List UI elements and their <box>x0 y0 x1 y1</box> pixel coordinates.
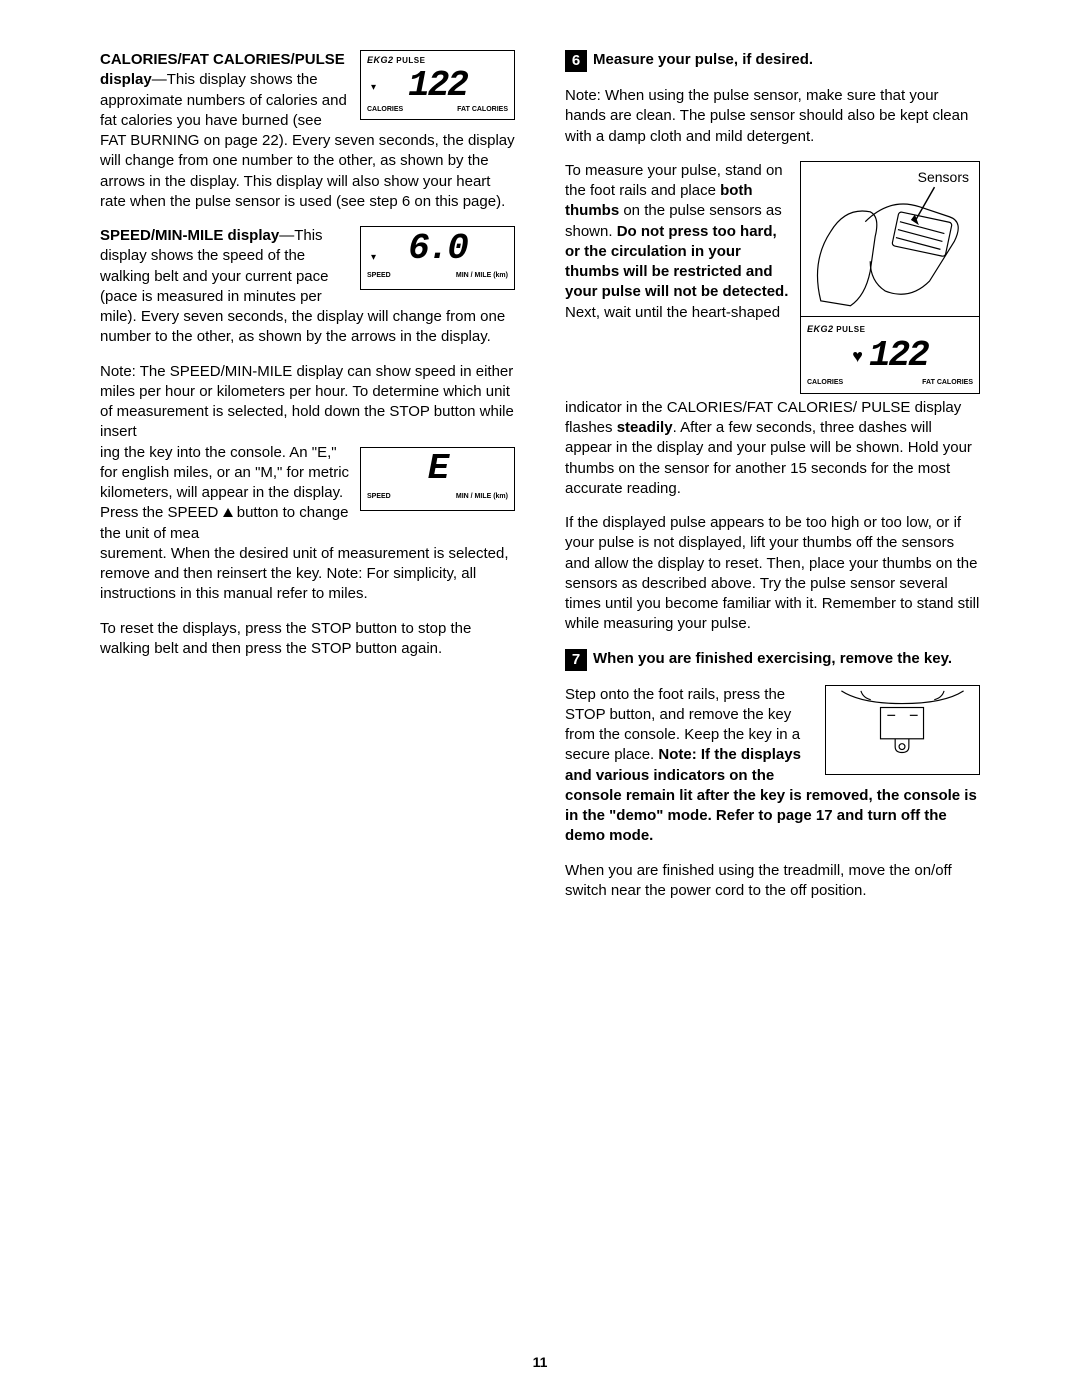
unit-text-1: Note: The SPEED/MIN-MILE display can sho… <box>100 362 515 443</box>
step6-body: Sensors <box>565 161 980 398</box>
step7-body: Step onto the foot rails, press the STOP… <box>565 685 980 861</box>
console-illustration <box>826 686 979 774</box>
unit-section: Note: The SPEED/MIN-MILE display can sho… <box>100 362 515 544</box>
step6-p3: If the displayed pulse appears to be too… <box>565 513 980 635</box>
triangle-icon <box>223 508 233 517</box>
calories-lcd: EKG2 PULSE ▾ 122 CALORIES FAT CALORIES <box>360 50 515 120</box>
reset-text: To reset the displays, press the STOP bu… <box>100 619 515 660</box>
step-number-6: 6 <box>565 50 587 72</box>
unit-text-3: surement. When the desired unit of measu… <box>100 544 515 605</box>
left-column: EKG2 PULSE ▾ 122 CALORIES FAT CALORIES C… <box>100 50 515 915</box>
lcd-footer-left: SPEED <box>367 492 391 501</box>
sensor-figure: Sensors <box>800 161 980 394</box>
speed-text-2: mile). Every seven seconds, the display … <box>100 307 515 348</box>
arrow-icon: ▾ <box>371 251 376 265</box>
lcd-footer-right: FAT CALORIES <box>457 105 508 114</box>
lcd-footer-right: MIN / MILE (km) <box>456 271 508 280</box>
step7-header: 7 When you are finished exercising, remo… <box>565 649 980 671</box>
lcd-footer-right: MIN / MILE (km) <box>456 492 508 501</box>
unit-lcd: E SPEED MIN / MILE (km) <box>360 447 515 511</box>
ekg-label: EKG2 <box>367 55 394 65</box>
console-figure <box>825 685 980 775</box>
speed-lcd: ▾ 6.0 SPEED MIN / MILE (km) <box>360 226 515 290</box>
step7-p2: When you are finished using the treadmil… <box>565 861 980 902</box>
lcd-value: 6.0 <box>408 225 467 274</box>
lcd-footer-left: SPEED <box>367 271 391 280</box>
step6-p2-cont: indicator in the CALORIES/FAT CALORIES/ … <box>565 398 980 499</box>
step7-title: When you are finished exercising, remove… <box>593 650 952 667</box>
lcd-value: E <box>428 445 448 494</box>
heart-icon: ♥ <box>852 344 863 368</box>
lcd-footer-left: CALORIES <box>367 105 403 114</box>
lcd-value: 122 <box>408 62 467 111</box>
step6-p1: Note: When using the pulse sensor, make … <box>565 86 980 147</box>
arrow-icon: ▾ <box>371 81 376 95</box>
sensors-label: Sensors <box>918 168 969 187</box>
page-number: 11 <box>0 1353 1080 1372</box>
step6-header: 6 Measure your pulse, if desired. <box>565 50 980 72</box>
page-columns: EKG2 PULSE ▾ 122 CALORIES FAT CALORIES C… <box>100 50 980 915</box>
step-number-7: 7 <box>565 649 587 671</box>
lcd-value: 122 <box>869 332 928 381</box>
right-column: 6 Measure your pulse, if desired. Note: … <box>565 50 980 915</box>
calories-text-2: FAT BURNING on page 22). Every seven sec… <box>100 131 515 212</box>
sensor-lcd: EKG2 PULSE ♥ 122 CALORIES FAT CALORIES <box>801 317 979 393</box>
step6-title: Measure your pulse, if desired. <box>593 51 813 68</box>
